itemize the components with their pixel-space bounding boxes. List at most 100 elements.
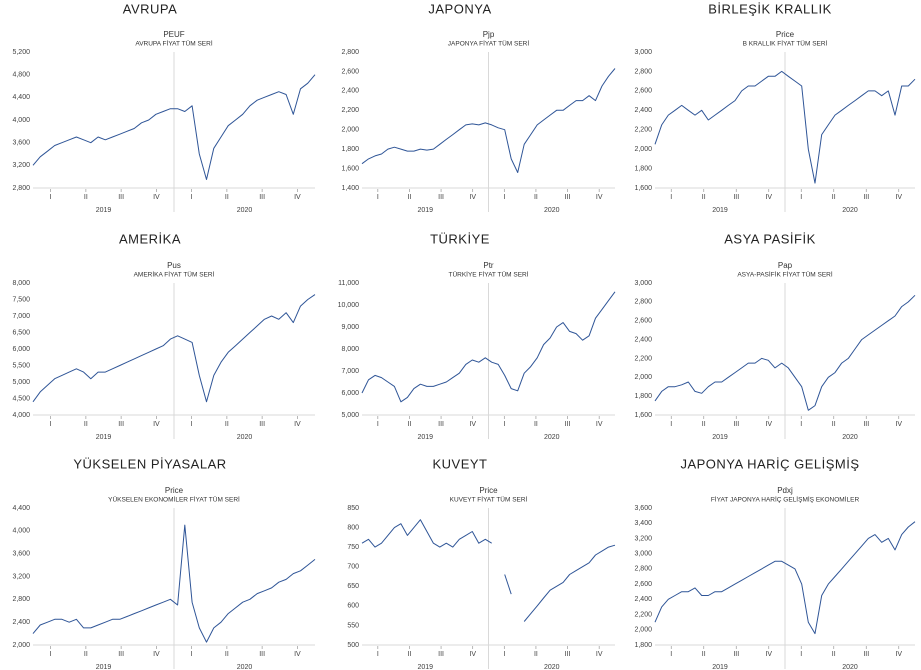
quarter-label: III	[259, 194, 265, 201]
y-tick-label: 2,800	[12, 185, 30, 192]
y-tick-label: 4,400	[12, 94, 30, 101]
y-tick-label: 500	[347, 642, 359, 649]
y-tick-label: 2,400	[634, 107, 652, 114]
y-tick-label: 2,000	[634, 627, 652, 634]
y-tick-label: 3,200	[12, 162, 30, 169]
y-tick-label: 850	[347, 505, 359, 512]
quarter-label: II	[534, 194, 538, 201]
year-label: 2019	[417, 434, 433, 441]
y-tick-label: 2,000	[12, 642, 30, 649]
y-tick-label: 2,600	[634, 88, 652, 95]
year-label: 2020	[842, 434, 858, 441]
y-tick-label: 2,200	[341, 107, 359, 114]
y-tick-label: 1,800	[634, 165, 652, 172]
y-tick-label: 2,400	[634, 596, 652, 603]
chart-subtitle: TÜRKİYE FİYAT TÜM SERİ	[448, 270, 528, 279]
quarter-label: I	[670, 651, 672, 658]
year-label: 2020	[842, 207, 858, 214]
year-label: 2019	[712, 664, 728, 670]
series-name: Price	[776, 30, 795, 39]
y-tick-label: 10,000	[338, 302, 360, 309]
y-tick-label: 2,000	[634, 146, 652, 153]
y-tick-label: 2,600	[634, 318, 652, 325]
quarter-label: III	[863, 651, 869, 658]
quarter-label: II	[832, 651, 836, 658]
chart-title: TÜRKİYE	[430, 231, 490, 246]
y-tick-label: 1,600	[634, 412, 652, 419]
price-line	[32, 74, 316, 180]
quarter-label: II	[225, 194, 229, 201]
quarter-label: IV	[153, 194, 160, 201]
y-tick-label: 2,800	[634, 299, 652, 306]
y-tick-label: 11,000	[338, 280, 359, 287]
y-tick-label: 2,200	[634, 127, 652, 134]
y-tick-label: 3,200	[634, 535, 652, 542]
chart-title: JAPONYA HARİÇ GELİŞMİŞ	[680, 456, 859, 471]
chart-subtitle: AMERİKA FİYAT TÜM SERİ	[134, 270, 215, 279]
y-tick-label: 800	[347, 524, 359, 531]
chart-subtitle: ASYA-PASİFİK FİYAT TÜM SERİ	[737, 270, 833, 279]
series-name: Pdxj	[777, 486, 793, 495]
series-name: Price	[165, 486, 184, 495]
quarter-label: IV	[765, 421, 772, 428]
quarter-label: IV	[765, 194, 772, 201]
y-tick-label: 8,000	[341, 346, 359, 353]
y-tick-label: 4,000	[12, 117, 30, 124]
quarter-label: I	[191, 194, 193, 201]
quarter-label: I	[50, 421, 52, 428]
y-tick-label: 2,800	[341, 49, 359, 56]
price-line	[361, 68, 616, 173]
quarter-label: IV	[895, 194, 902, 201]
quarter-label: IV	[596, 651, 603, 658]
chart-title: BİRLEŞİK KRALLIK	[708, 1, 832, 16]
quarter-label: III	[733, 194, 739, 201]
price-line	[32, 294, 316, 403]
y-tick-label: 4,400	[12, 505, 30, 512]
quarter-label: I	[191, 421, 193, 428]
chart-title: ASYA PASİFİK	[724, 231, 816, 246]
quarter-label: III	[733, 651, 739, 658]
year-label: 2020	[237, 207, 253, 214]
chart-subtitle: B KRALLIK FİYAT TÜM SERİ	[743, 39, 828, 48]
y-tick-label: 2,400	[634, 336, 652, 343]
quarter-label: I	[191, 651, 193, 658]
quarter-label: II	[702, 421, 706, 428]
chart-subtitle: AVRUPA FİYAT TÜM SERİ	[135, 39, 212, 48]
series-name: Ptr	[483, 261, 494, 270]
quarter-label: III	[863, 421, 869, 428]
y-tick-label: 4,800	[12, 72, 30, 79]
year-label: 2019	[417, 207, 433, 214]
series-name: Pus	[167, 261, 181, 270]
chart-title: AVRUPA	[123, 1, 178, 16]
chart-subtitle: KUVEYT FİYAT TÜM SERİ	[450, 495, 528, 504]
quarter-label: II	[225, 651, 229, 658]
y-tick-label: 3,000	[634, 280, 652, 287]
chart-title: AMERİKA	[119, 231, 181, 246]
y-tick-label: 7,000	[12, 313, 30, 320]
chart-subtitle: YÜKSELEN EKONOMİLER FİYAT TÜM SERİ	[108, 495, 240, 504]
quarter-label: III	[863, 194, 869, 201]
y-tick-label: 2,200	[634, 355, 652, 362]
y-tick-label: 7,500	[12, 296, 30, 303]
y-tick-label: 4,000	[12, 412, 30, 419]
quarter-label: I	[50, 651, 52, 658]
quarter-label: III	[565, 194, 571, 201]
year-label: 2020	[544, 434, 560, 441]
quarter-label: IV	[895, 421, 902, 428]
series-name: PEUF	[163, 30, 184, 39]
quarter-label: IV	[596, 421, 603, 428]
quarter-label: I	[377, 421, 379, 428]
y-tick-label: 4,000	[12, 528, 30, 535]
y-tick-label: 1,800	[341, 146, 359, 153]
quarter-label: I	[50, 194, 52, 201]
quarter-label: III	[438, 651, 444, 658]
y-tick-label: 8,000	[12, 280, 30, 287]
y-tick-label: 5,000	[341, 412, 359, 419]
y-tick-label: 5,500	[12, 362, 30, 369]
quarter-label: II	[407, 421, 411, 428]
year-label: 2020	[842, 664, 858, 670]
year-label: 2019	[712, 434, 728, 441]
quarter-label: IV	[895, 651, 902, 658]
year-label: 2020	[237, 664, 253, 670]
y-tick-label: 3,600	[12, 140, 30, 147]
